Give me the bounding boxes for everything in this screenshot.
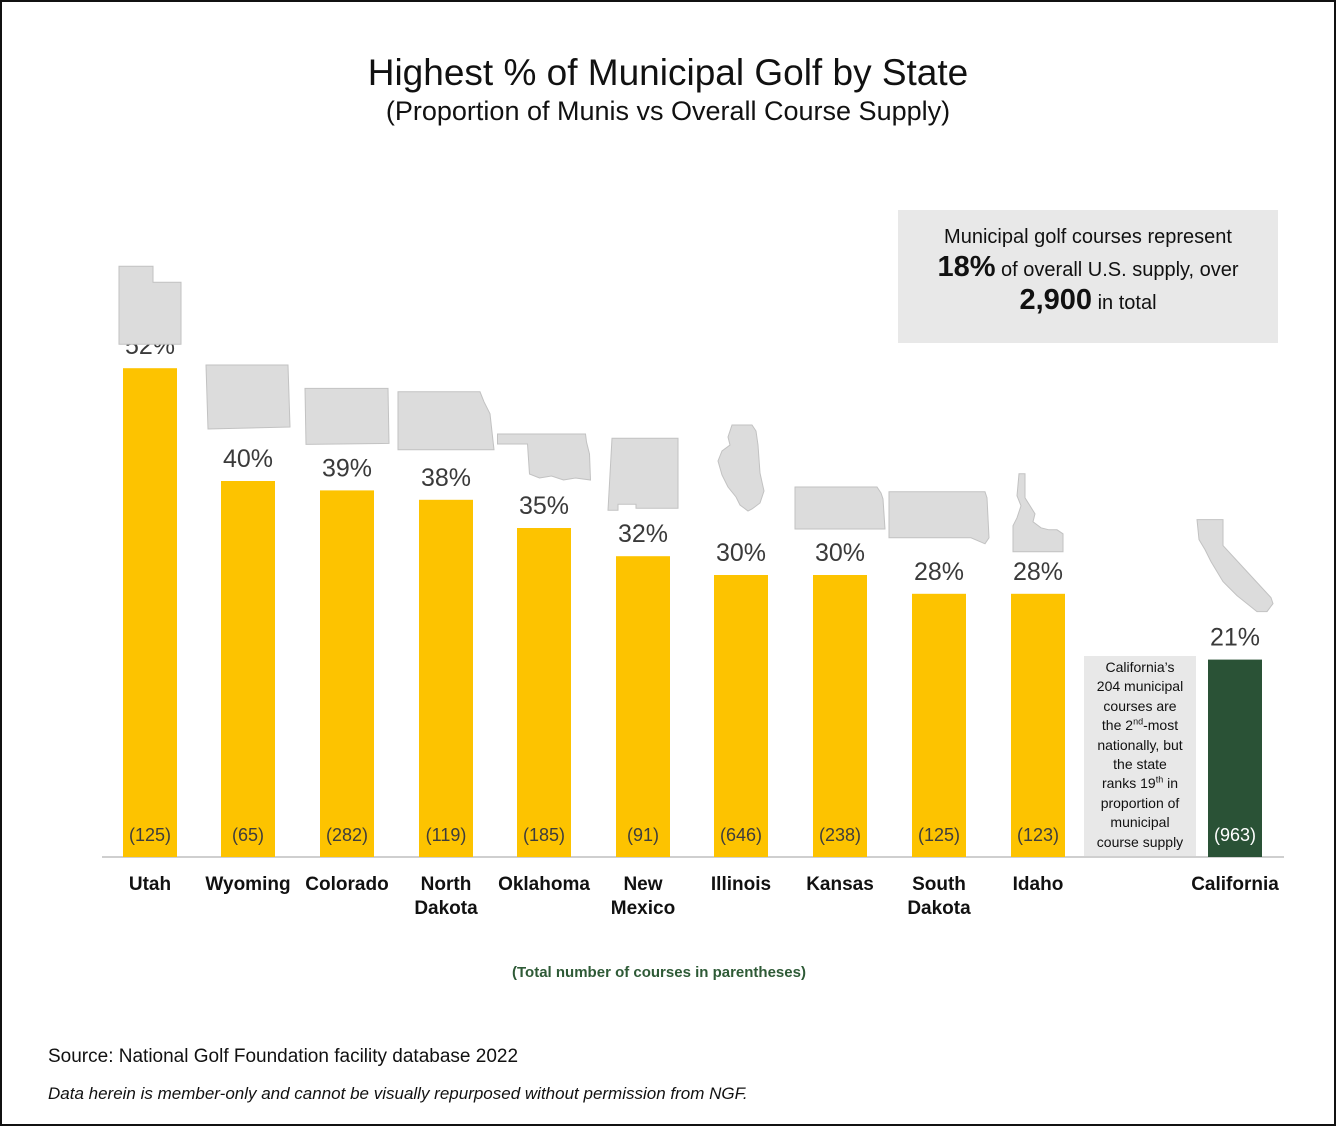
course-total-label: (91) bbox=[627, 825, 659, 845]
chart-title: Highest % of Municipal Golf by State bbox=[367, 52, 969, 93]
bar bbox=[123, 368, 177, 857]
state-shape bbox=[1196, 519, 1274, 613]
bar bbox=[1208, 659, 1262, 857]
course-total-label: (646) bbox=[720, 825, 762, 845]
course-total-label: (185) bbox=[523, 825, 565, 845]
course-total-label: (963) bbox=[1214, 825, 1256, 845]
bar bbox=[714, 575, 768, 857]
course-total-label: (125) bbox=[918, 825, 960, 845]
value-label: 40% bbox=[223, 445, 273, 473]
category-label: Dakota bbox=[907, 898, 971, 919]
value-label: 30% bbox=[815, 539, 865, 567]
wyoming-shape-icon bbox=[205, 364, 291, 430]
bar bbox=[912, 593, 966, 857]
summary-callout: Municipal golf courses represent 18% of … bbox=[898, 210, 1278, 343]
colorado-shape-icon bbox=[304, 387, 390, 445]
totals-footnote: (Total number of courses in parentheses) bbox=[512, 964, 806, 981]
idaho-shape-icon bbox=[1012, 473, 1064, 553]
callout-percent: 18% bbox=[937, 251, 996, 283]
state-shape bbox=[1012, 473, 1064, 553]
category-label: Utah bbox=[129, 874, 171, 895]
state-shape bbox=[205, 364, 291, 430]
source-note: Source: National Golf Foundation facilit… bbox=[48, 1046, 519, 1067]
callout-total: 2,900 bbox=[1019, 284, 1093, 316]
south-dakota-shape-icon bbox=[888, 491, 990, 545]
bar bbox=[813, 575, 867, 857]
value-label: 39% bbox=[322, 454, 372, 482]
category-label: South bbox=[912, 874, 966, 895]
chart-subtitle: (Proportion of Munis vs Overall Course S… bbox=[385, 96, 951, 126]
bar bbox=[221, 481, 275, 857]
category-label: Colorado bbox=[305, 874, 388, 895]
category-label: New bbox=[623, 874, 662, 895]
category-label: California bbox=[1191, 874, 1279, 895]
category-label: Kansas bbox=[806, 874, 874, 895]
california-note: California’s 204 municipal courses are t… bbox=[1084, 656, 1196, 856]
value-label: 30% bbox=[716, 539, 766, 567]
course-total-label: (125) bbox=[129, 825, 171, 845]
course-total-label: (119) bbox=[426, 825, 467, 845]
california-shape-icon bbox=[1196, 519, 1274, 613]
category-label: Illinois bbox=[711, 874, 771, 895]
bar bbox=[419, 499, 473, 857]
bar bbox=[616, 556, 670, 857]
disclaimer-note: Data herein is member-only and cannot be… bbox=[48, 1084, 748, 1103]
state-shape bbox=[607, 437, 679, 511]
value-label: 21% bbox=[1210, 624, 1260, 652]
category-label: Oklahoma bbox=[498, 874, 590, 895]
state-shape bbox=[717, 424, 765, 512]
state-shape bbox=[118, 265, 182, 345]
value-label: 38% bbox=[421, 464, 471, 492]
category-label: North bbox=[421, 874, 472, 895]
bar bbox=[1011, 593, 1065, 857]
kansas-shape-icon bbox=[794, 486, 886, 530]
category-label: Dakota bbox=[414, 898, 478, 919]
new-mexico-shape-icon bbox=[607, 437, 679, 511]
state-shape bbox=[888, 491, 990, 545]
callout-line-2: of overall U.S. supply, over bbox=[1001, 259, 1239, 281]
course-total-label: (65) bbox=[232, 825, 264, 845]
course-total-label: (123) bbox=[1017, 825, 1059, 845]
course-total-label: (238) bbox=[819, 825, 861, 845]
north-dakota-shape-icon bbox=[397, 391, 495, 451]
category-label: Idaho bbox=[1013, 874, 1064, 895]
value-label: 32% bbox=[618, 520, 668, 548]
course-total-label: (282) bbox=[326, 825, 368, 845]
illinois-shape-icon bbox=[717, 424, 765, 512]
state-shape bbox=[794, 486, 886, 530]
state-shape bbox=[397, 391, 495, 451]
value-label: 28% bbox=[1013, 558, 1063, 586]
value-label: 35% bbox=[519, 492, 569, 520]
utah-shape-icon bbox=[118, 265, 182, 345]
bar bbox=[517, 528, 571, 857]
callout-line-3: in total bbox=[1097, 292, 1157, 314]
category-label: Mexico bbox=[611, 898, 675, 919]
state-shape bbox=[304, 387, 390, 445]
bar bbox=[320, 490, 374, 857]
state-shape bbox=[497, 433, 592, 481]
value-label: 28% bbox=[914, 558, 964, 586]
callout-line-1: Municipal golf courses represent bbox=[944, 226, 1232, 248]
oklahoma-shape-icon bbox=[497, 433, 592, 481]
category-label: Wyoming bbox=[205, 874, 290, 895]
